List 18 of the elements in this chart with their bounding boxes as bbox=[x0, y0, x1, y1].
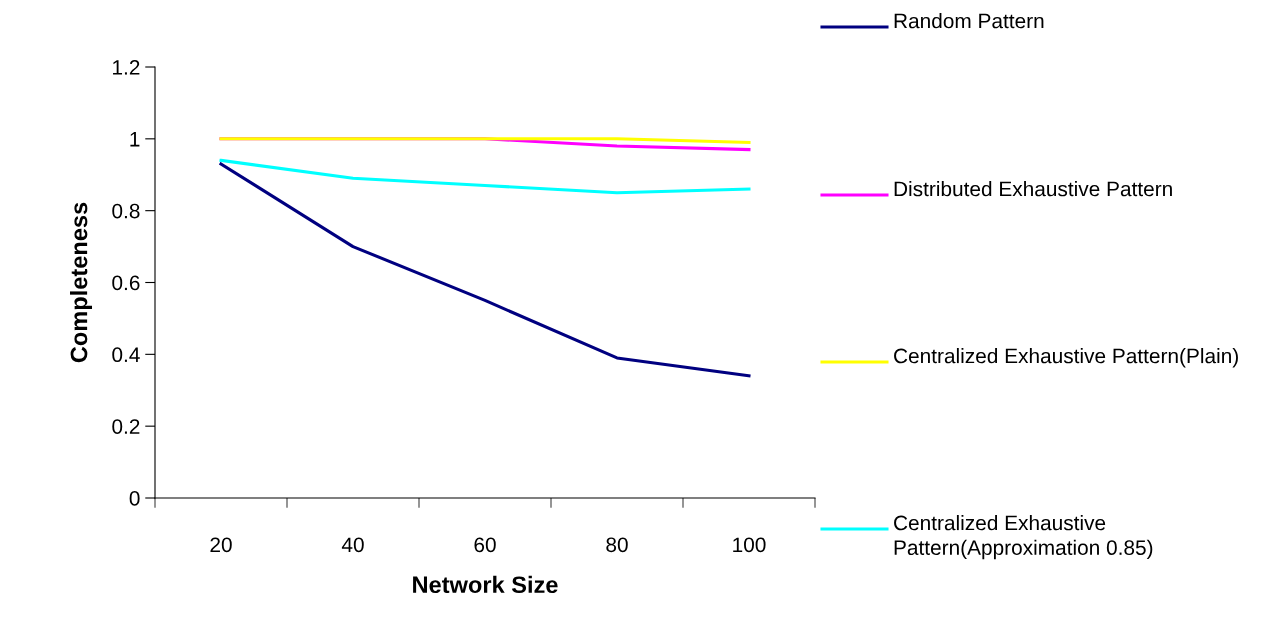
x-tick-label: 100 bbox=[733, 537, 766, 553]
y-tick-label: 0.8 bbox=[112, 203, 140, 219]
legend-label: Centralized Exhaustive Pattern(Approximation 0.85) bbox=[894, 515, 1153, 560]
legend-label: Distributed Exhaustive Pattern bbox=[894, 181, 1172, 197]
y-tick-label: 0.4 bbox=[112, 347, 140, 363]
y-tick-label: 0.2 bbox=[112, 419, 140, 434]
x-tick-label: 60 bbox=[474, 537, 496, 553]
x-tick-label: 80 bbox=[606, 537, 628, 553]
x-axis-title: Network Size bbox=[413, 575, 558, 594]
x-tick-label: 40 bbox=[341, 537, 364, 553]
legend-label: Random Pattern bbox=[894, 13, 1044, 29]
y-tick-label: 0 bbox=[129, 491, 140, 506]
y-tick-label: 1 bbox=[130, 132, 140, 147]
x-tick-label: 20 bbox=[210, 537, 232, 553]
legend-label: Centralized Exhaustive Pattern(Plain) bbox=[894, 348, 1238, 368]
y-tick-label: 0.6 bbox=[112, 275, 140, 291]
y-tick-label: 1.2 bbox=[113, 60, 140, 75]
y-axis-title: Completeness bbox=[70, 202, 93, 363]
